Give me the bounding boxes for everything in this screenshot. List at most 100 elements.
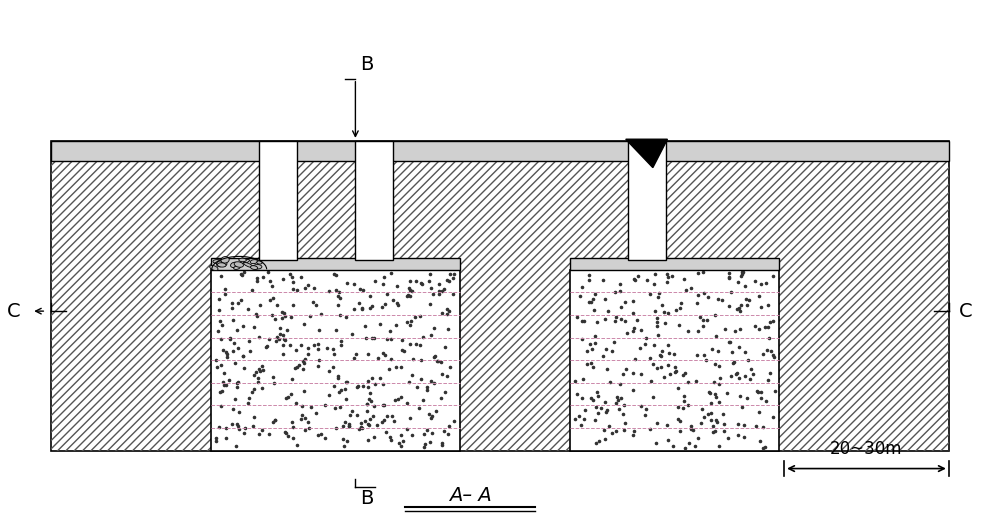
Point (211, 306, 227, 314)
Point (627, 276, 643, 284)
Bar (355, 141, 393, 260)
Point (225, 316, 241, 324)
Point (395, 437, 411, 445)
Point (715, 410, 731, 418)
Point (421, 277, 437, 285)
Point (742, 375, 758, 383)
Ellipse shape (239, 258, 246, 262)
Point (285, 424, 301, 432)
Point (625, 430, 641, 439)
Point (362, 415, 378, 423)
Point (258, 343, 274, 351)
Point (338, 378, 354, 387)
Point (654, 301, 670, 309)
Point (695, 322, 711, 330)
Point (650, 293, 666, 302)
Point (362, 292, 378, 301)
Point (419, 383, 435, 391)
Point (729, 368, 745, 377)
Point (390, 301, 406, 309)
Point (690, 269, 706, 277)
Point (439, 276, 455, 284)
Point (654, 347, 670, 356)
Point (221, 376, 237, 384)
Point (440, 324, 456, 333)
Point (588, 403, 604, 411)
Point (225, 347, 241, 355)
Point (285, 278, 301, 286)
Point (391, 439, 407, 447)
Point (249, 274, 265, 282)
Point (569, 390, 585, 398)
Point (266, 379, 282, 388)
Point (212, 317, 228, 325)
Point (617, 418, 633, 427)
Point (339, 279, 355, 287)
Ellipse shape (257, 261, 262, 264)
Point (359, 400, 375, 408)
Point (390, 395, 406, 404)
Point (297, 426, 313, 434)
Point (437, 343, 453, 351)
Point (601, 422, 617, 430)
Point (301, 424, 317, 432)
Point (440, 429, 456, 438)
Point (653, 351, 669, 360)
Point (711, 442, 727, 450)
Point (274, 308, 290, 316)
Point (374, 303, 390, 311)
Point (681, 439, 697, 447)
Point (332, 402, 348, 411)
Bar (211, 258, 460, 270)
Point (442, 363, 458, 371)
Point (366, 432, 382, 441)
Point (445, 274, 461, 282)
Point (576, 415, 592, 423)
Point (649, 418, 665, 427)
Point (386, 417, 402, 426)
Point (217, 284, 233, 293)
Point (235, 352, 251, 360)
Point (739, 394, 755, 402)
Point (412, 312, 428, 321)
Point (660, 273, 676, 281)
Point (282, 270, 298, 279)
Point (213, 272, 229, 281)
Point (581, 271, 597, 279)
Point (216, 381, 232, 389)
Point (387, 395, 403, 404)
Point (421, 411, 437, 419)
Point (637, 340, 653, 348)
Point (760, 323, 776, 331)
Ellipse shape (216, 261, 224, 267)
Point (282, 341, 298, 349)
Point (208, 436, 224, 445)
Point (306, 341, 322, 349)
Point (431, 280, 447, 288)
Point (696, 289, 712, 297)
Point (355, 381, 371, 390)
Point (402, 414, 418, 422)
Point (366, 402, 382, 410)
Point (723, 288, 739, 296)
Point (436, 285, 452, 293)
Point (591, 438, 607, 446)
Point (242, 347, 258, 355)
Point (719, 389, 735, 398)
Point (705, 428, 721, 436)
Point (708, 332, 724, 340)
Point (595, 276, 611, 284)
Point (313, 310, 329, 318)
Point (611, 405, 627, 414)
Point (249, 312, 265, 321)
Point (317, 401, 333, 409)
Point (358, 334, 374, 343)
Point (214, 321, 230, 330)
Point (287, 364, 303, 372)
Point (383, 269, 399, 277)
Point (399, 318, 415, 326)
Ellipse shape (221, 256, 229, 263)
Point (615, 410, 631, 418)
Point (732, 325, 748, 333)
Point (625, 297, 641, 305)
